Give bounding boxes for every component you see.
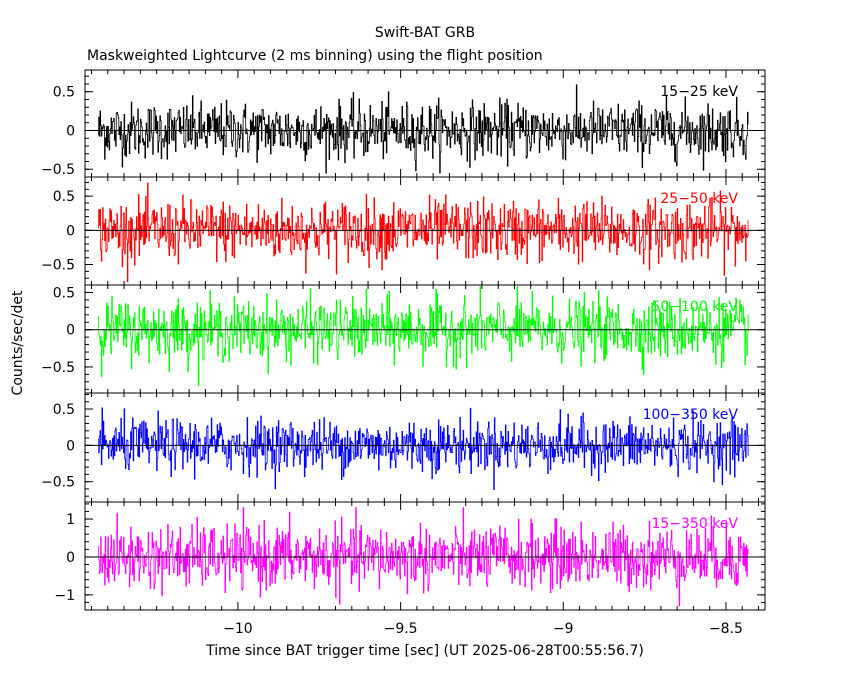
panel-4: −0.5 0 0.5 100−350 keV bbox=[41, 392, 766, 503]
y-tick-label-3-2: 0.5 bbox=[53, 285, 75, 301]
panels-group: −0.5 0 0.5 15−25 keV −0.5 0 0.5 25−50 keV −0.5 0 0… bbox=[41, 69, 766, 611]
series-label-1: 15−25 keV bbox=[660, 84, 738, 100]
y-tick-label-5-0: −1 bbox=[54, 588, 75, 604]
panel-frame-5 bbox=[84, 501, 766, 611]
x-axis-label: Time since BAT trigger time [sec] (UT 20… bbox=[205, 643, 644, 659]
y-tick-label-3-0: −0.5 bbox=[41, 360, 75, 376]
x-tick-label-3: −8.5 bbox=[709, 621, 743, 637]
chart-subtitle: Maskweighted Lightcurve (2 ms binning) u… bbox=[87, 48, 543, 64]
series-label-5: 15−350 keV bbox=[651, 516, 738, 532]
series-line-1 bbox=[98, 84, 749, 174]
series-label-2: 25−50 keV bbox=[660, 191, 738, 207]
series-line-4 bbox=[98, 407, 749, 490]
series-line-3 bbox=[98, 286, 749, 387]
y-tick-label-1-2: 0.5 bbox=[53, 85, 75, 101]
x-tick-label-1: −9.5 bbox=[384, 621, 418, 637]
series-label-3: 50−100 keV bbox=[651, 299, 738, 315]
y-axis-label: Counts/sec/det bbox=[10, 290, 26, 395]
y-tick-label-2-0: −0.5 bbox=[41, 257, 75, 273]
y-tick-label-2-2: 0.5 bbox=[53, 189, 75, 205]
y-tick-label-4-2: 0.5 bbox=[53, 402, 75, 418]
series-line-5 bbox=[98, 507, 749, 607]
x-tick-label-2: −9 bbox=[553, 621, 574, 637]
chart-title: Swift-BAT GRB bbox=[375, 25, 475, 41]
panel-3: −0.5 0 0.5 50−100 keV bbox=[41, 284, 766, 394]
y-tick-label-1-1: 0 bbox=[66, 123, 75, 139]
x-tick-labels-group: −10 −9.5 −9 −8.5 bbox=[223, 621, 743, 637]
y-tick-label-1-0: −0.5 bbox=[41, 162, 75, 178]
panel-5: −1 0 1 15−350 keV bbox=[54, 501, 766, 611]
series-label-4: 100−350 keV bbox=[643, 407, 739, 423]
y-tick-label-2-1: 0 bbox=[66, 223, 75, 239]
y-tick-label-5-1: 0 bbox=[66, 550, 75, 566]
x-tick-label-0: −10 bbox=[223, 621, 253, 637]
y-tick-label-3-1: 0 bbox=[66, 323, 75, 339]
y-tick-label-4-0: −0.5 bbox=[41, 475, 75, 491]
y-tick-label-4-1: 0 bbox=[66, 438, 75, 454]
panel-2: −0.5 0 0.5 25−50 keV bbox=[41, 176, 766, 286]
y-tick-label-5-2: 1 bbox=[66, 512, 75, 528]
series-line-2 bbox=[98, 182, 749, 282]
